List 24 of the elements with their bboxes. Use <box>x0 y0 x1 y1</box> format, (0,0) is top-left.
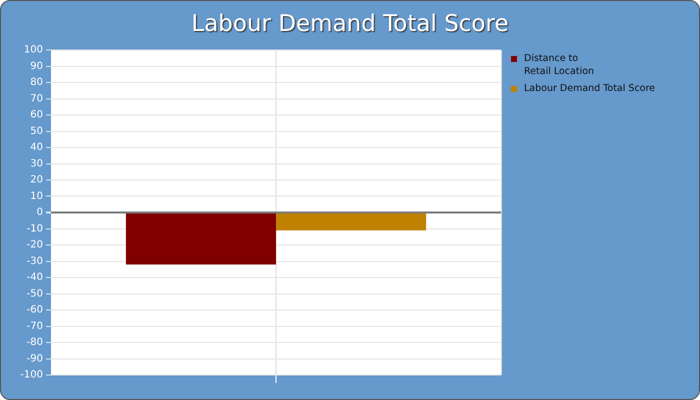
y-tick-label: 0 <box>36 207 43 218</box>
y-tick-label: 40 <box>30 142 43 154</box>
y-tick-label: -80 <box>26 337 43 348</box>
y-tick-label: 50 <box>30 126 43 137</box>
y-tick-label: -40 <box>26 272 43 284</box>
y-tick-label: 20 <box>30 174 43 186</box>
y-tick-label: 70 <box>30 93 43 104</box>
y-tick-label: -20 <box>26 240 43 251</box>
legend-label: Labour Demand Total Score <box>524 83 656 94</box>
legend-label: Distance to Retail Location <box>524 53 594 77</box>
y-tick-label: -100 <box>20 370 43 381</box>
y-tick-label: 100 <box>24 44 43 56</box>
y-tick-label: -30 <box>26 256 43 267</box>
y-tick-label: 90 <box>30 60 43 72</box>
y-tick-label: -10 <box>26 223 43 234</box>
y-tick-label: -50 <box>26 288 43 300</box>
y-tick-label: 80 <box>30 77 43 88</box>
y-tick-label: 10 <box>30 190 43 202</box>
y-tick-label: 60 <box>30 110 43 121</box>
y-tick-label: -90 <box>26 353 43 364</box>
y-tick-label: 30 <box>30 158 43 170</box>
chart-title: Labour Demand Total Score <box>190 10 510 39</box>
y-tick-label: -60 <box>26 304 43 316</box>
y-tick-label: -70 <box>26 320 43 332</box>
